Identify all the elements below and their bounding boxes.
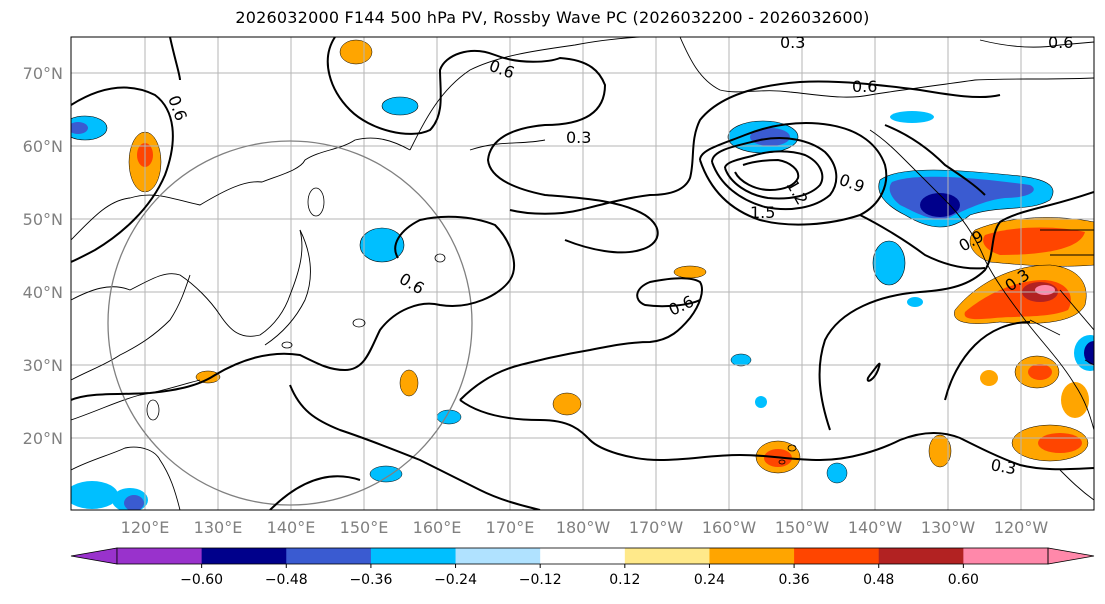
colorbar-extend-min: [70, 547, 118, 565]
neg-patch: [730, 353, 752, 367]
colorbar-extend-max: [1047, 547, 1095, 565]
neg-core: [71, 122, 88, 134]
colorbar-tick-label: 0.12: [609, 572, 640, 588]
pos-patch: [552, 392, 582, 416]
contour-label: 1.5: [750, 203, 775, 222]
colorbar-tick-label: 0.48: [863, 572, 894, 588]
lon-label: 130°W: [921, 518, 976, 537]
neg-core: [750, 128, 790, 146]
lat-label: 50°N: [23, 210, 63, 229]
contour-label: 0.3: [566, 128, 591, 147]
neg-core: [124, 495, 144, 510]
lat-label: 30°N: [23, 356, 63, 375]
colorbar-tick-label: 0.36: [779, 572, 810, 588]
rossby-region-circle: [107, 140, 473, 506]
colorbar-tick-label: −0.48: [265, 572, 308, 588]
colorbar-tick-label: 0.24: [694, 572, 725, 588]
pos-patch: [1061, 382, 1089, 418]
lat-label: 40°N: [23, 283, 63, 302]
lat-axis: 70°N 60°N 50°N 40°N 30°N 20°N: [23, 64, 63, 448]
pos-patch: [399, 369, 419, 397]
colorbar-tick-label: 0.60: [948, 572, 979, 588]
neg-patch: [872, 240, 906, 286]
colorbar-segment: [709, 548, 795, 564]
pos-core: [983, 227, 1085, 255]
contour-label: 0.3: [780, 33, 805, 52]
colorbar-ticks: −0.60 −0.48 −0.36 −0.24 −0.12 0.12 0.24 0.36 0.4…: [180, 564, 979, 588]
pos-core: [1028, 364, 1052, 380]
lon-label: 160°W: [702, 518, 757, 537]
colorbar-segment: [201, 548, 287, 564]
lon-label: 130°E: [194, 518, 243, 537]
lon-label: 150°W: [775, 518, 830, 537]
colorbar-segments: [70, 547, 1095, 565]
lon-label: 170°E: [486, 518, 535, 537]
colorbar-segment: [624, 548, 710, 564]
islands: [146, 187, 797, 465]
lon-label: 140°E: [267, 518, 316, 537]
colorbar-outline: [116, 547, 1049, 565]
pos-patch: [928, 434, 952, 468]
neg-patch: [381, 96, 419, 116]
pos-patch: [673, 265, 707, 279]
lon-label: 120°E: [121, 518, 170, 537]
lon-label: 160°E: [413, 518, 462, 537]
pv-contours: [71, 37, 1094, 510]
neg-patch: [359, 227, 405, 263]
lon-label: 170°W: [629, 518, 684, 537]
pos-patch: [339, 39, 373, 65]
contour-label: 0.6: [1048, 33, 1073, 52]
neg-patch: [907, 297, 923, 307]
lon-label: 180°W: [556, 518, 611, 537]
colorbar-segment: [286, 548, 372, 564]
pos-core: [1038, 433, 1082, 453]
lat-label: 20°N: [23, 429, 63, 448]
lon-label: 150°E: [340, 518, 389, 537]
colorbar-segment: [117, 548, 203, 564]
neg-patch: [369, 465, 403, 483]
neg-patch: [826, 462, 848, 484]
colorbar-tick-label: −0.36: [349, 572, 392, 588]
contour-label: 0.3: [989, 455, 1017, 478]
colorbar-segment: [963, 548, 1049, 564]
colorbar: −0.60 −0.48 −0.36 −0.24 −0.12 0.12 0.24 0.36 0.4…: [70, 547, 1095, 588]
lat-label: 60°N: [23, 137, 63, 156]
colorbar-tick-label: −0.12: [519, 572, 562, 588]
lon-label: 120°W: [994, 518, 1049, 537]
pos-patch: [980, 370, 998, 386]
neg-patch: [755, 396, 767, 408]
lon-axis: 120°E 130°E 140°E 150°E 160°E 170°E 180°…: [121, 518, 1049, 537]
pv-anomaly-fills: [71, 39, 1094, 510]
map-title: 2026032000 F144 500 hPa PV, Rossby Wave …: [235, 8, 870, 27]
colorbar-segment: [878, 548, 964, 564]
colorbar-segment: [455, 548, 541, 564]
colorbar-segment: [370, 548, 457, 564]
neg-patch: [71, 481, 118, 509]
neg-core-strong: [920, 193, 960, 217]
pos-core-max: [1035, 285, 1055, 295]
neg-core-strong: [1084, 341, 1094, 365]
colorbar-segment: [794, 548, 880, 564]
pos-patch: [195, 370, 221, 384]
colorbar-tick-label: −0.60: [180, 572, 223, 588]
colorbar-tick-label: −0.24: [434, 572, 477, 588]
neg-patch: [890, 111, 934, 123]
neg-patch: [71, 115, 108, 141]
colorbar-segment: [540, 548, 626, 564]
lon-label: 140°W: [848, 518, 903, 537]
coastlines: [71, 37, 1094, 510]
contour-label: 0.6: [852, 77, 877, 96]
lat-label: 70°N: [23, 64, 63, 83]
map-border: [70, 36, 1095, 511]
